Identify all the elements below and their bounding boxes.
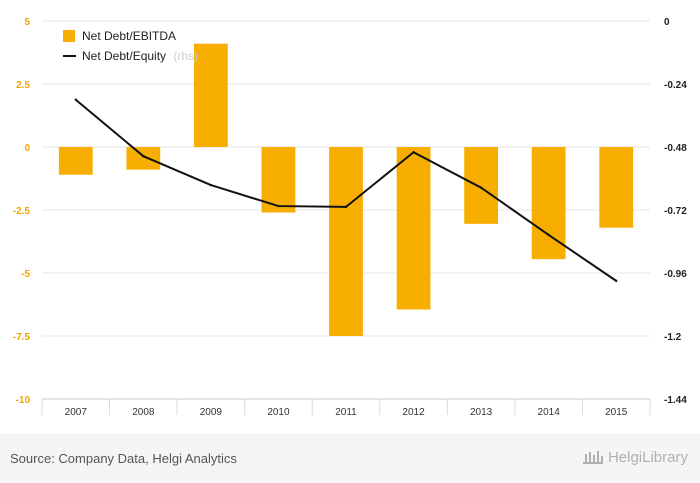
x-tick-label: 2008 bbox=[132, 407, 155, 418]
axes: 5 2.5 0 -2.5 -5 -7.5 -10 0 -0.24 -0.48 -0.72 -0.96 -… bbox=[13, 17, 687, 418]
bar-series bbox=[58, 43, 634, 336]
line-point[interactable] bbox=[615, 279, 618, 283]
footer: Source: Company Data, Helgi Analytics He… bbox=[0, 434, 700, 483]
y-right-tick-label: 0 bbox=[664, 17, 670, 28]
y-left-tick-label: -10 bbox=[16, 395, 31, 406]
y-right-tick-label: -0.96 bbox=[664, 269, 687, 280]
x-tick-label: 2012 bbox=[402, 407, 425, 418]
brand-name: HelgiLibrary bbox=[607, 448, 688, 466]
y-right-tick-label: -0.72 bbox=[664, 206, 687, 217]
line-point[interactable] bbox=[209, 183, 213, 187]
y-left-tick-label: -2.5 bbox=[13, 206, 31, 217]
line-point[interactable] bbox=[277, 204, 280, 208]
bar[interactable] bbox=[531, 147, 566, 260]
y-left-tick-label: 5 bbox=[24, 17, 30, 28]
bar[interactable] bbox=[329, 147, 363, 336]
y-right-tick-label: -0.24 bbox=[664, 80, 687, 91]
x-tick-label: 2011 bbox=[335, 407, 357, 418]
x-tick-label: 2009 bbox=[200, 407, 223, 418]
x-tick-label: 2013 bbox=[470, 407, 493, 418]
y-left-tick-label: -7.5 bbox=[13, 332, 31, 343]
chart: 5 2.5 0 -2.5 -5 -7.5 -10 0 -0.24 -0.48 -0.72 -0.96 -… bbox=[13, 17, 687, 418]
legend-swatch-bar bbox=[63, 30, 75, 42]
line-point[interactable] bbox=[412, 151, 415, 154]
line-point[interactable] bbox=[547, 233, 550, 237]
y-right-tick-label: -1.2 bbox=[664, 332, 682, 343]
x-tick-label: 2015 bbox=[605, 407, 628, 418]
line-point[interactable] bbox=[74, 98, 77, 101]
bar[interactable] bbox=[126, 147, 161, 170]
legend: Net Debt/EBITDA Net Debt/Equity (rhs) bbox=[63, 29, 198, 63]
y-left-tick-label: 0 bbox=[24, 143, 30, 154]
library-icon bbox=[582, 451, 603, 464]
line-series bbox=[74, 98, 618, 283]
y-right-tick-label: -0.48 bbox=[664, 143, 687, 154]
x-tick-label: 2007 bbox=[65, 407, 88, 418]
legend-label-line-suffix: (rhs) bbox=[173, 49, 198, 63]
legend-label-line[interactable]: Net Debt/Equity (rhs) bbox=[82, 49, 198, 63]
line-point[interactable] bbox=[344, 205, 348, 209]
brand-logo[interactable]: HelgiLibrary bbox=[582, 448, 688, 466]
bar[interactable] bbox=[396, 147, 431, 310]
line-point[interactable] bbox=[142, 154, 145, 158]
y-left-tick-label: -5 bbox=[21, 269, 30, 280]
bar[interactable] bbox=[194, 43, 228, 147]
source-text: Source: Company Data, Helgi Analytics bbox=[10, 451, 237, 466]
x-tick-label: 2010 bbox=[267, 407, 290, 418]
bar[interactable] bbox=[464, 147, 498, 224]
legend-label-line-name: Net Debt/Equity bbox=[82, 49, 166, 63]
y-right-tick-label: -1.44 bbox=[664, 395, 687, 406]
legend-label-bar[interactable]: Net Debt/EBITDA bbox=[82, 29, 176, 43]
x-tick-label: 2014 bbox=[538, 407, 561, 418]
line-point[interactable] bbox=[479, 186, 483, 189]
bar[interactable] bbox=[58, 147, 93, 175]
bar[interactable] bbox=[599, 147, 634, 228]
y-left-tick-label: 2.5 bbox=[16, 80, 30, 91]
